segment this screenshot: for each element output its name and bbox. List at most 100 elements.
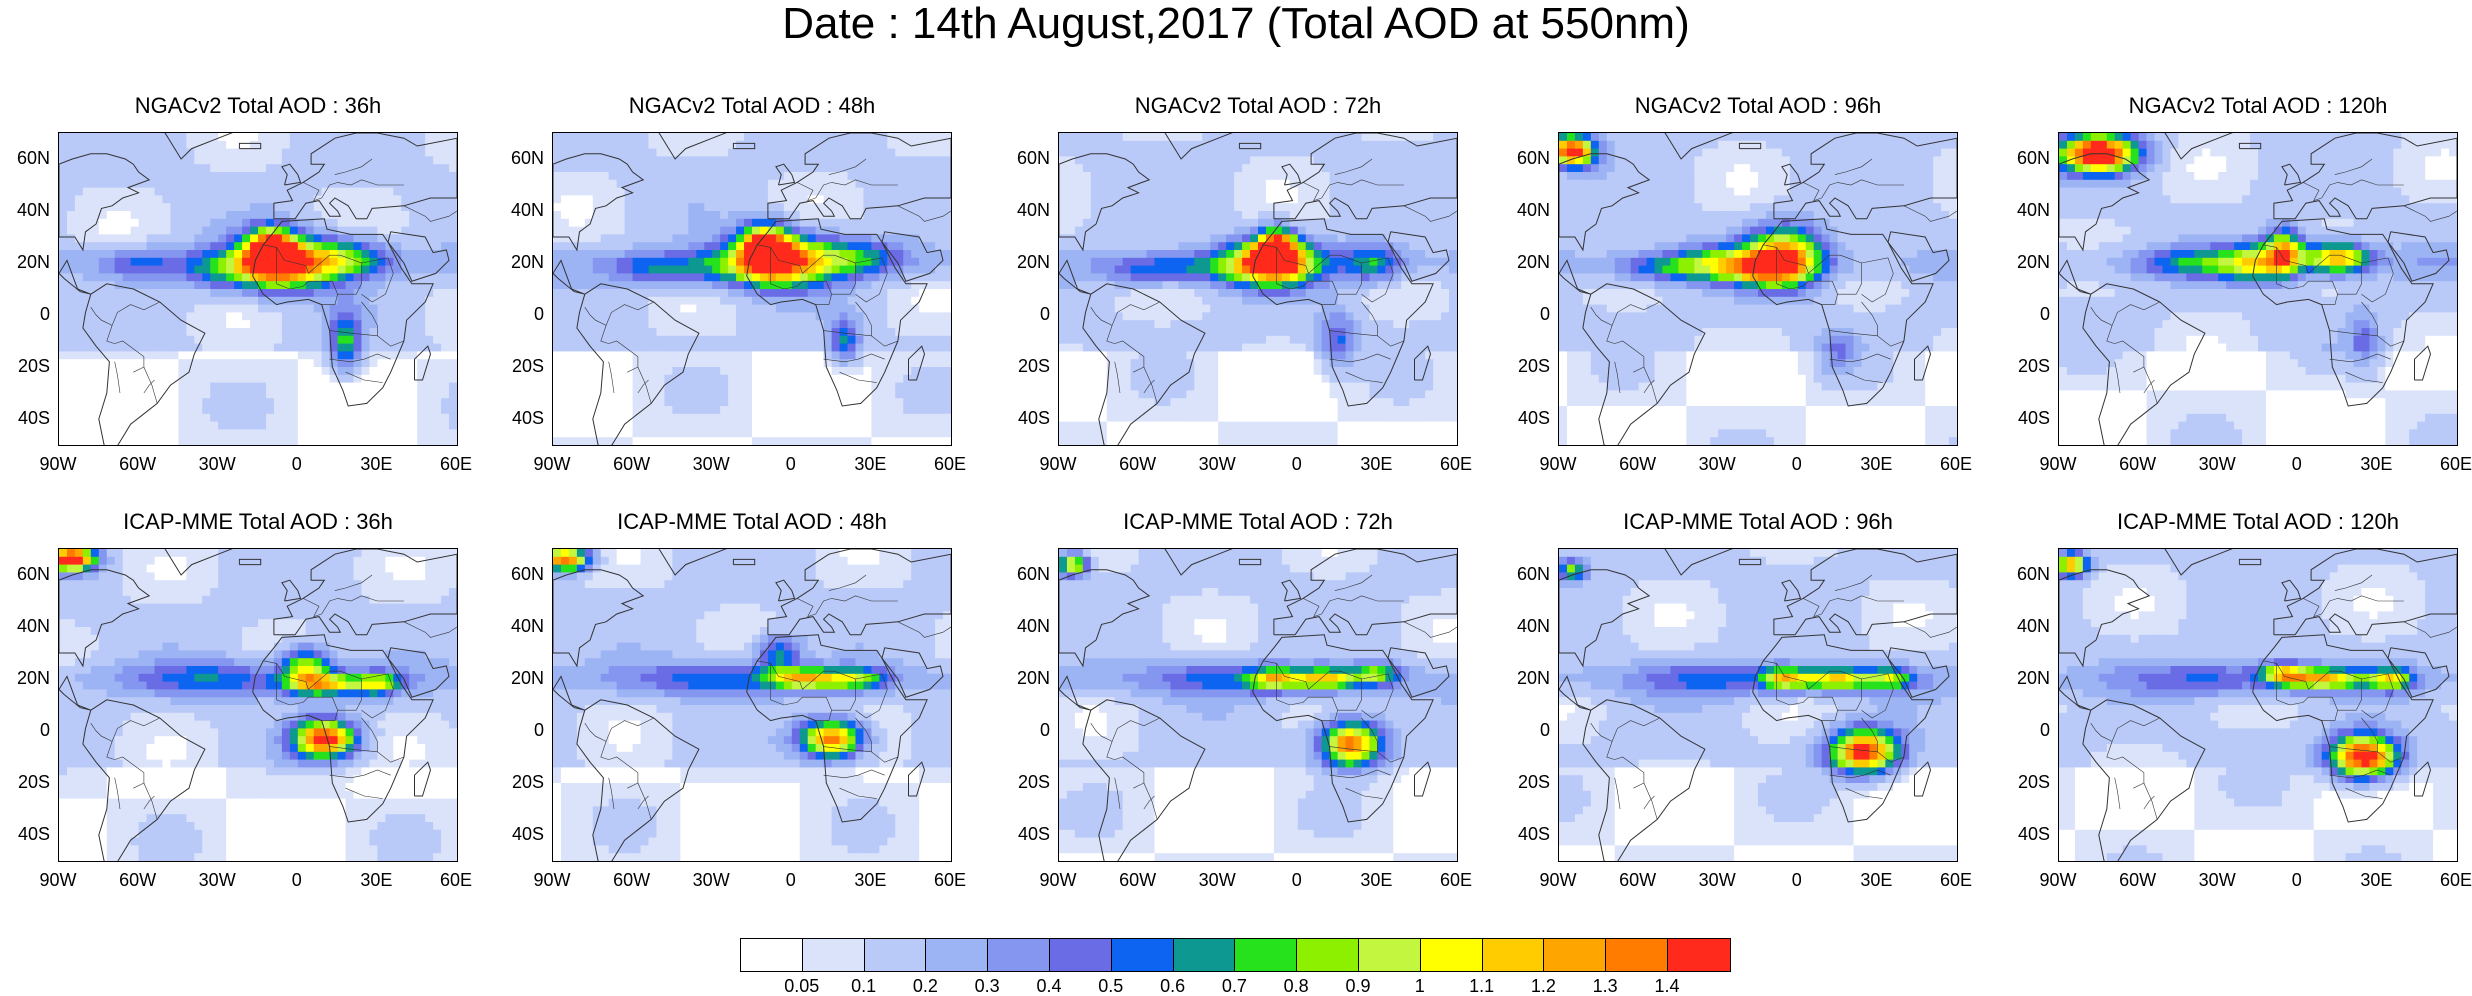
lat-tick-label: 40S xyxy=(998,824,1050,844)
lat-tick-label: 40S xyxy=(0,824,50,844)
lon-tick-label: 0 xyxy=(1269,870,1325,890)
lon-tick-label: 30E xyxy=(2348,454,2404,474)
lon-tick-label: 60W xyxy=(2110,870,2166,890)
colorbar-label: 0.2 xyxy=(895,976,955,996)
lon-tick-label: 30W xyxy=(1189,454,1245,474)
colorbar-swatch xyxy=(1668,939,1730,971)
lat-tick-label: 20S xyxy=(492,772,544,792)
lon-tick-label: 60E xyxy=(1928,870,1984,890)
lat-tick-label: 40N xyxy=(0,200,50,220)
colorbar-swatch xyxy=(1606,939,1668,971)
colorbar-swatch xyxy=(926,939,988,971)
lat-tick-label: 20N xyxy=(0,668,50,688)
lat-tick-label: 60N xyxy=(492,564,544,584)
lon-tick-label: 30E xyxy=(1348,870,1404,890)
lat-tick-label: 60N xyxy=(0,564,50,584)
lat-tick-label: 40N xyxy=(1498,200,1550,220)
colorbar-swatch xyxy=(988,939,1050,971)
colorbar-swatch xyxy=(1359,939,1421,971)
aod-map xyxy=(1558,548,1958,862)
colorbar-swatch xyxy=(1235,939,1297,971)
colorbar-label: 1.4 xyxy=(1637,976,1697,996)
lat-tick-label: 40N xyxy=(492,200,544,220)
lon-tick-label: 30W xyxy=(2189,870,2245,890)
panel-title: NGACv2 Total AOD : 96h xyxy=(1518,92,1998,120)
lat-tick-label: 60N xyxy=(998,564,1050,584)
lon-tick-label: 0 xyxy=(2269,870,2325,890)
lon-tick-label: 30E xyxy=(842,454,898,474)
aod-map xyxy=(1058,132,1458,446)
lon-tick-label: 60E xyxy=(2428,454,2472,474)
lon-tick-label: 30W xyxy=(683,454,739,474)
colorbar-swatch xyxy=(1112,939,1174,971)
lat-tick-label: 20N xyxy=(1498,252,1550,272)
lat-tick-label: 20N xyxy=(492,252,544,272)
aod-map xyxy=(552,548,952,862)
lat-tick-label: 60N xyxy=(998,148,1050,168)
colorbar-swatch xyxy=(803,939,865,971)
lat-tick-label: 40S xyxy=(492,824,544,844)
lon-tick-label: 60E xyxy=(1428,454,1484,474)
lat-tick-label: 20S xyxy=(1498,772,1550,792)
aod-map xyxy=(58,548,458,862)
lat-tick-label: 40N xyxy=(1498,616,1550,636)
lat-tick-label: 0 xyxy=(1498,720,1550,740)
lon-tick-label: 90W xyxy=(1030,870,1086,890)
lat-tick-label: 0 xyxy=(492,720,544,740)
lat-tick-label: 60N xyxy=(0,148,50,168)
panel-title: NGACv2 Total AOD : 72h xyxy=(1018,92,1498,120)
panel-title: ICAP-MME Total AOD : 96h xyxy=(1518,508,1998,536)
lat-tick-label: 20S xyxy=(998,356,1050,376)
lon-tick-label: 30E xyxy=(1348,454,1404,474)
lon-tick-label: 90W xyxy=(1530,454,1586,474)
colorbar-label: 1 xyxy=(1390,976,1450,996)
lon-tick-label: 60W xyxy=(1110,454,1166,474)
lat-tick-label: 40S xyxy=(0,408,50,428)
lat-tick-label: 0 xyxy=(492,304,544,324)
aod-map xyxy=(58,132,458,446)
lat-tick-label: 40S xyxy=(998,408,1050,428)
panel-title: NGACv2 Total AOD : 48h xyxy=(512,92,992,120)
lon-tick-label: 60E xyxy=(428,454,484,474)
lat-tick-label: 20S xyxy=(1998,772,2050,792)
lat-tick-label: 40N xyxy=(1998,616,2050,636)
panel-title: ICAP-MME Total AOD : 120h xyxy=(2018,508,2472,536)
panel-title: ICAP-MME Total AOD : 36h xyxy=(18,508,498,536)
lat-tick-label: 60N xyxy=(1998,148,2050,168)
lon-tick-label: 0 xyxy=(1269,454,1325,474)
lat-tick-label: 20N xyxy=(1498,668,1550,688)
lat-tick-label: 40N xyxy=(492,616,544,636)
colorbar-swatch xyxy=(1174,939,1236,971)
lat-tick-label: 20N xyxy=(0,252,50,272)
lon-tick-label: 90W xyxy=(30,454,86,474)
lon-tick-label: 30W xyxy=(1689,870,1745,890)
lon-tick-label: 30W xyxy=(1689,454,1745,474)
lon-tick-label: 30E xyxy=(2348,870,2404,890)
colorbar-label: 0.5 xyxy=(1081,976,1141,996)
lon-tick-label: 60E xyxy=(1428,870,1484,890)
colorbar xyxy=(740,938,1731,972)
lat-tick-label: 0 xyxy=(998,304,1050,324)
lon-tick-label: 60E xyxy=(1928,454,1984,474)
lon-tick-label: 30W xyxy=(683,870,739,890)
lat-tick-label: 20S xyxy=(998,772,1050,792)
colorbar-label: 0.3 xyxy=(957,976,1017,996)
lat-tick-label: 20N xyxy=(1998,668,2050,688)
lat-tick-label: 20N xyxy=(1998,252,2050,272)
colorbar-swatch xyxy=(741,939,803,971)
lon-tick-label: 0 xyxy=(763,454,819,474)
colorbar-swatch xyxy=(1050,939,1112,971)
lat-tick-label: 40N xyxy=(998,616,1050,636)
figure-title: Date : 14th August,2017 (Total AOD at 55… xyxy=(0,0,2472,48)
lat-tick-label: 20N xyxy=(492,668,544,688)
lon-tick-label: 30W xyxy=(189,454,245,474)
lon-tick-label: 0 xyxy=(269,870,325,890)
lat-tick-label: 0 xyxy=(1998,720,2050,740)
lat-tick-label: 20S xyxy=(1498,356,1550,376)
lat-tick-label: 20N xyxy=(998,668,1050,688)
lat-tick-label: 40S xyxy=(492,408,544,428)
lat-tick-label: 40S xyxy=(1498,824,1550,844)
lat-tick-label: 60N xyxy=(1998,564,2050,584)
lon-tick-label: 60E xyxy=(2428,870,2472,890)
lat-tick-label: 0 xyxy=(1998,304,2050,324)
